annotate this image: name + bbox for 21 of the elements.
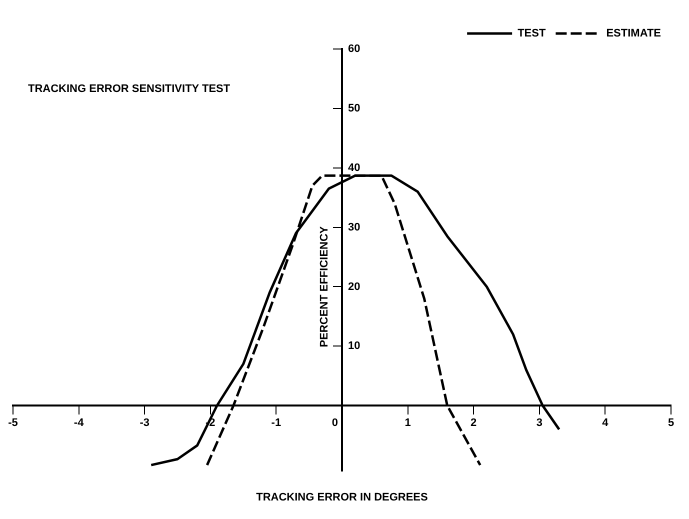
y-tick-label: 10 xyxy=(348,340,360,352)
x-tick-label: 3 xyxy=(536,417,542,430)
x-tick-label: 0 xyxy=(332,417,338,430)
x-tick-label: -1 xyxy=(271,417,282,430)
x-tick-label: 2 xyxy=(470,417,477,430)
x-tick-label: 1 xyxy=(404,417,411,430)
text: TRACKING ERROR SENSITIVITY TEST xyxy=(28,83,230,96)
x-tick-label: -4 xyxy=(74,417,85,430)
x-tick-label: -3 xyxy=(140,417,150,430)
legend-label: ESTIMATE xyxy=(606,28,661,40)
legend-label: TEST xyxy=(518,28,546,40)
x-tick-label: 4 xyxy=(602,417,610,430)
x-tick-label: -5 xyxy=(8,417,18,430)
y-tick-label: 60 xyxy=(348,43,360,56)
y-tick-label: 30 xyxy=(348,221,360,234)
y-axis-title: PERCENT EFFICIENCY xyxy=(318,226,331,348)
y-tick-label: 40 xyxy=(348,162,360,174)
x-axis-title: TRACKING ERROR IN DEGREES xyxy=(256,492,428,504)
y-tick-label: 50 xyxy=(348,102,360,114)
x-tick-label: 5 xyxy=(668,417,674,430)
y-tick-label: 20 xyxy=(348,280,360,293)
